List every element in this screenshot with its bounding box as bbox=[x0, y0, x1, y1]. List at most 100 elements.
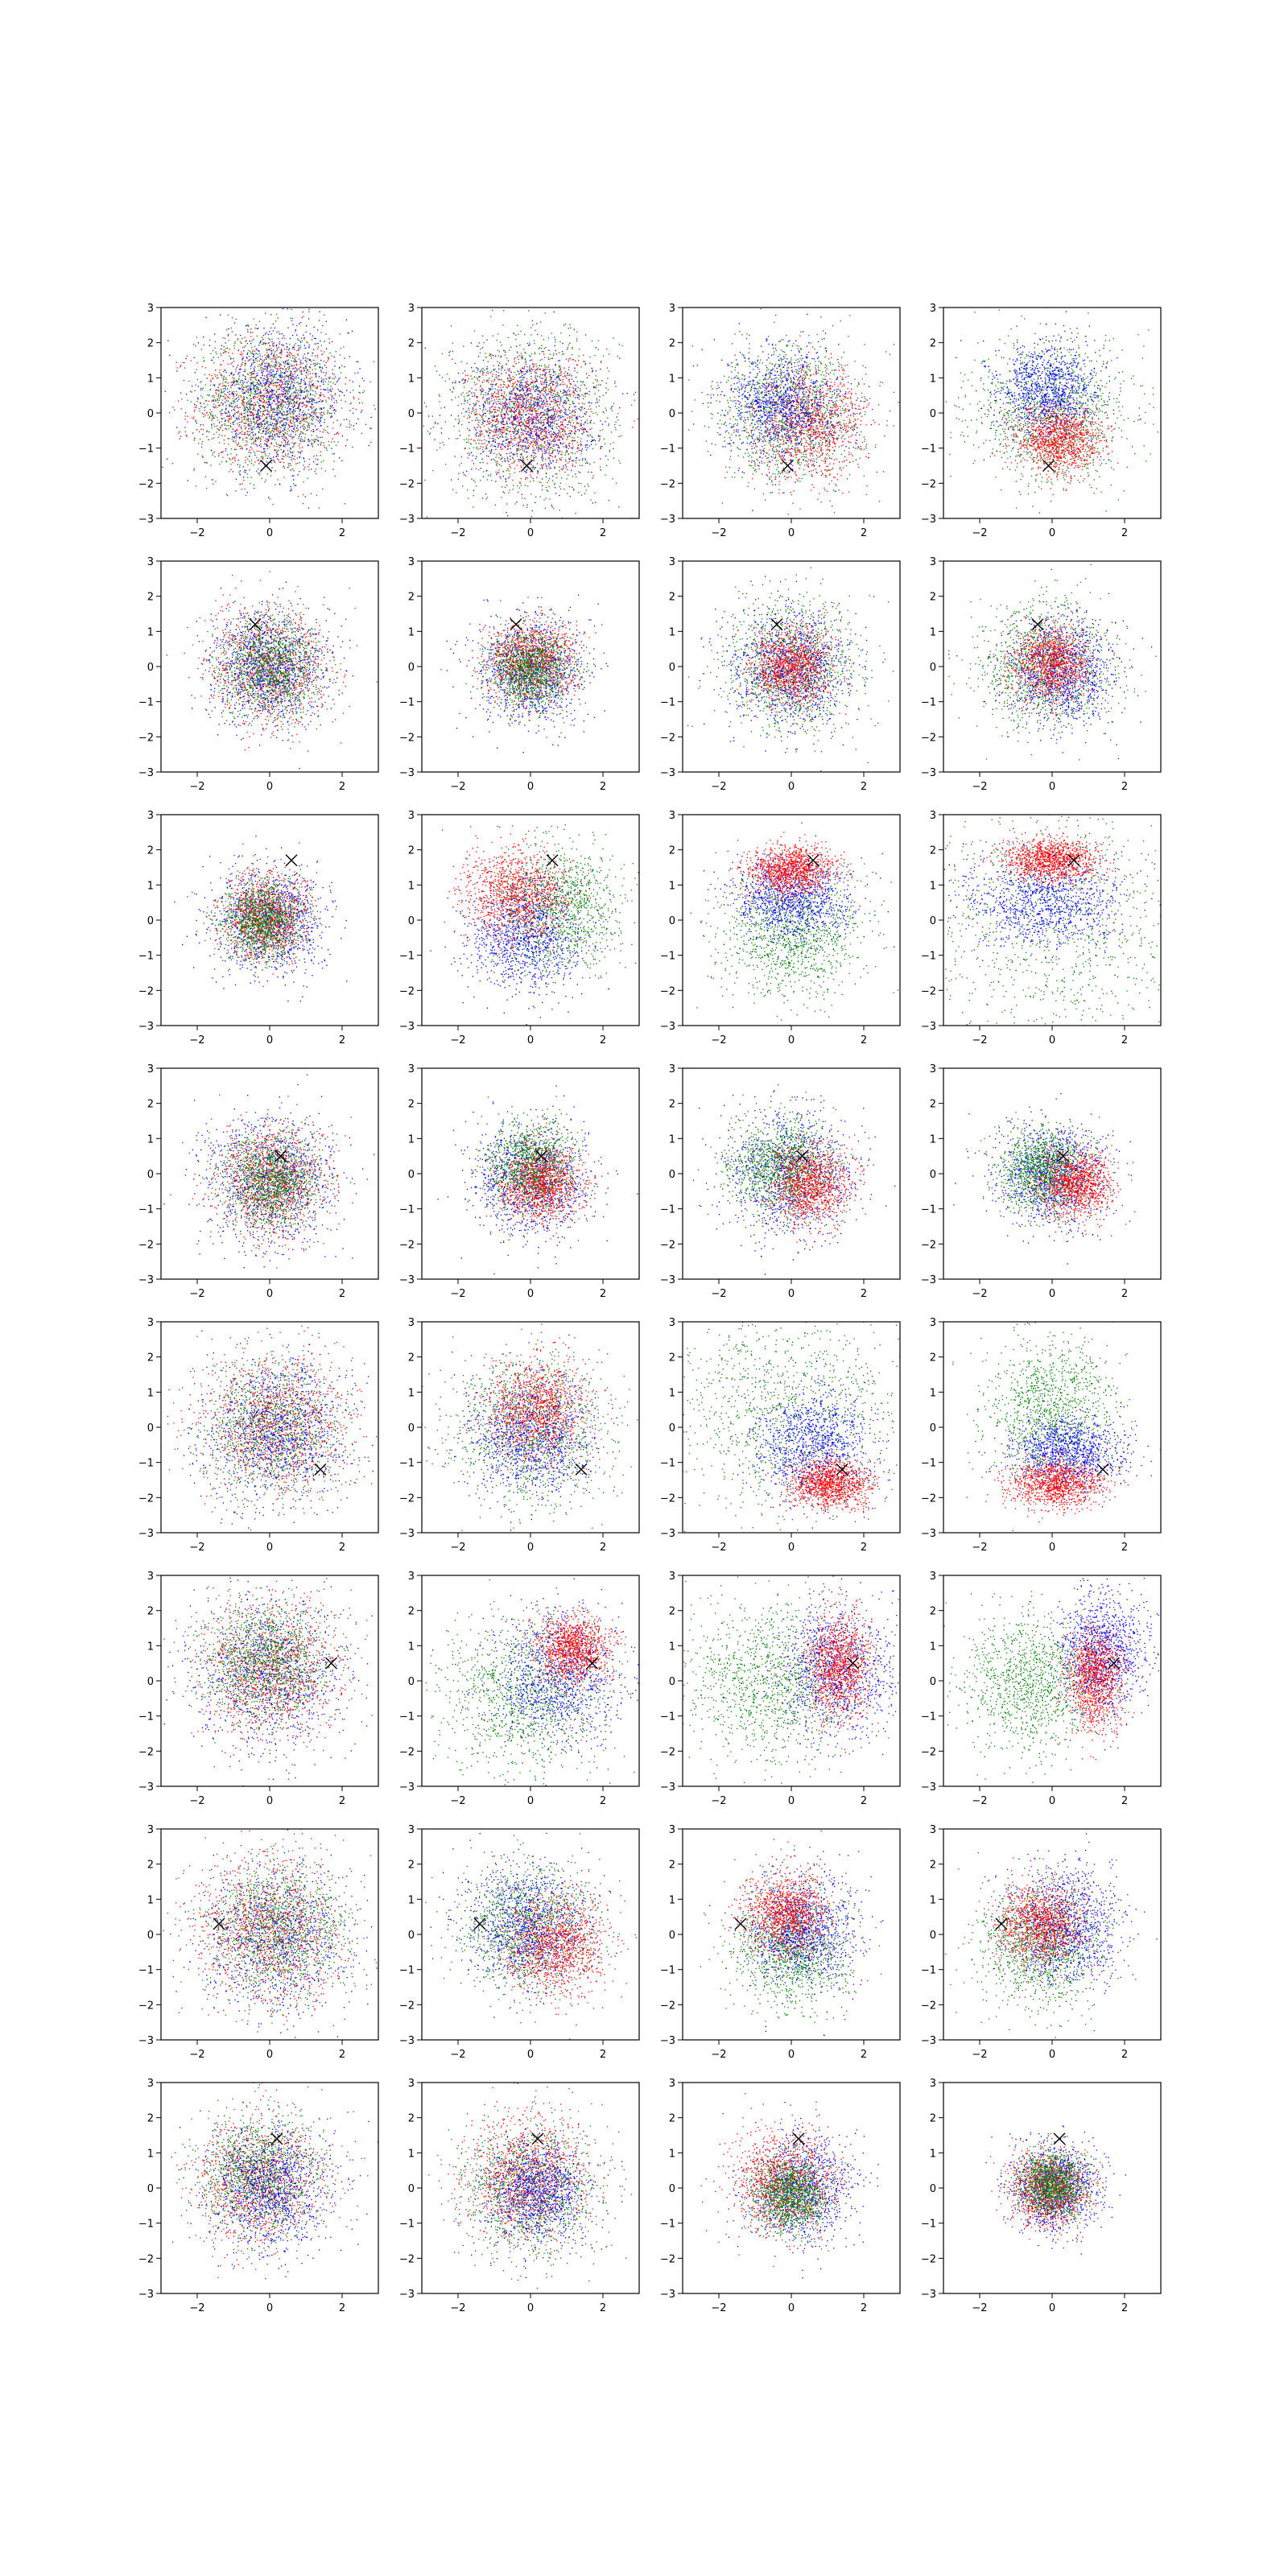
scatter-point bbox=[310, 333, 311, 334]
scatter-point bbox=[281, 420, 282, 421]
scatter-point bbox=[250, 366, 251, 367]
scatter-point bbox=[266, 382, 267, 383]
scatter-point bbox=[294, 380, 295, 381]
scatter-point bbox=[452, 343, 453, 344]
scatter-point bbox=[482, 347, 483, 348]
scatter-point bbox=[285, 433, 286, 434]
scatter-point bbox=[478, 356, 479, 357]
y-tick-label: −1 bbox=[138, 444, 154, 456]
scatter-point bbox=[237, 419, 238, 420]
scatter-point bbox=[497, 333, 498, 334]
scatter-point bbox=[334, 441, 335, 442]
scatter-point bbox=[640, 460, 641, 461]
scatter-point bbox=[253, 421, 254, 422]
scatter-point bbox=[228, 428, 229, 429]
scatter-point bbox=[215, 406, 216, 407]
scatter-point bbox=[253, 339, 254, 340]
scatter-point bbox=[214, 384, 215, 385]
scatter-point bbox=[545, 312, 546, 313]
scatter-point bbox=[293, 475, 294, 476]
scatter-point bbox=[276, 354, 277, 355]
scatter-point bbox=[295, 408, 296, 409]
scatter-point bbox=[263, 344, 264, 345]
scatter-point bbox=[225, 461, 226, 462]
scatter-point bbox=[220, 411, 221, 412]
scatter-point bbox=[294, 427, 295, 428]
scatter-point bbox=[558, 394, 559, 395]
scatter-point bbox=[344, 366, 345, 367]
scatter-point bbox=[592, 413, 593, 414]
scatter-point bbox=[255, 434, 256, 435]
scatter-point bbox=[304, 437, 305, 438]
scatter-point bbox=[268, 429, 269, 430]
scatter-point bbox=[205, 385, 206, 386]
scatter-point bbox=[281, 409, 282, 410]
scatter-point bbox=[585, 396, 586, 397]
scatter-point bbox=[270, 314, 271, 315]
scatter-point bbox=[308, 385, 309, 386]
scatter-point bbox=[264, 375, 265, 376]
scatter-point bbox=[223, 451, 224, 452]
scatter-point bbox=[203, 424, 204, 425]
scatter-point bbox=[210, 409, 211, 410]
scatter-point bbox=[553, 353, 554, 354]
scatter-point bbox=[276, 429, 277, 430]
scatter-point bbox=[251, 404, 252, 405]
scatter-point bbox=[281, 425, 282, 426]
scatter-point bbox=[250, 393, 251, 394]
scatter-point bbox=[300, 391, 301, 392]
scatter-point bbox=[307, 422, 308, 423]
scatter-point bbox=[582, 448, 583, 449]
scatter-point bbox=[480, 408, 481, 409]
scatter-point bbox=[525, 446, 526, 447]
scatter-point bbox=[218, 390, 219, 391]
scatter-point bbox=[309, 383, 310, 384]
scatter-point bbox=[546, 347, 547, 348]
scatter-point bbox=[560, 483, 561, 484]
scatter-point bbox=[320, 399, 321, 400]
scatter-point bbox=[569, 446, 570, 447]
scatter-point bbox=[278, 394, 279, 395]
scatter-point bbox=[288, 404, 289, 405]
scatter-point bbox=[248, 392, 249, 393]
scatter-point bbox=[321, 381, 322, 382]
scatter-point bbox=[197, 379, 198, 380]
scatter-point bbox=[200, 429, 201, 430]
scatter-point bbox=[313, 364, 314, 365]
scatter-point bbox=[575, 453, 576, 454]
scatter-point bbox=[311, 364, 312, 365]
scatter-point bbox=[322, 368, 323, 369]
scatter-point bbox=[224, 390, 225, 391]
scatter-point bbox=[317, 437, 318, 438]
scatter-point bbox=[612, 478, 613, 479]
scatter-point bbox=[490, 452, 491, 453]
scatter-point bbox=[206, 431, 207, 432]
scatter-point bbox=[243, 350, 244, 351]
scatter-point bbox=[509, 418, 510, 419]
scatter-point bbox=[519, 386, 520, 387]
scatter-point bbox=[274, 399, 275, 400]
scatter-point bbox=[500, 422, 501, 423]
scatter-point bbox=[309, 440, 310, 441]
scatter-point bbox=[239, 474, 240, 475]
scatter-point bbox=[489, 451, 490, 452]
scatter-point bbox=[592, 370, 593, 371]
scatter-point bbox=[323, 389, 324, 390]
scatter-point bbox=[324, 375, 325, 376]
scatter-point bbox=[523, 377, 524, 378]
scatter-point bbox=[474, 481, 475, 482]
scatter-point bbox=[290, 370, 291, 371]
scatter-point bbox=[353, 397, 354, 398]
scatter-point bbox=[268, 399, 269, 400]
scatter-point bbox=[289, 391, 290, 392]
scatter-point bbox=[573, 403, 574, 404]
scatter-point bbox=[232, 439, 233, 440]
scatter-point bbox=[480, 462, 481, 463]
scatter-point bbox=[251, 373, 252, 374]
scatter-point bbox=[504, 429, 505, 430]
scatter-point bbox=[263, 398, 264, 399]
scatter-point bbox=[300, 322, 301, 323]
scatter-point bbox=[495, 355, 496, 356]
scatter-point bbox=[254, 391, 255, 392]
scatter-point bbox=[300, 395, 301, 396]
